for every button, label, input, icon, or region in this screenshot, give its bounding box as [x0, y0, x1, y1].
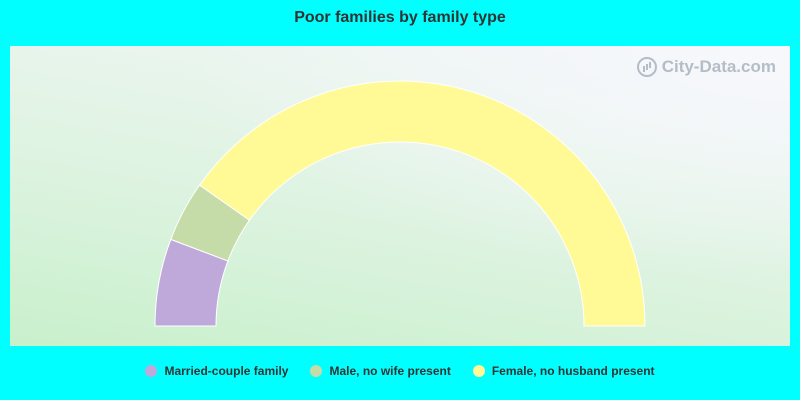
- legend-item-married-couple: Married-couple family: [145, 364, 288, 378]
- chart-title: Poor families by family type: [294, 9, 506, 26]
- slice-female-no-husband: [198, 80, 646, 327]
- legend-item-male-no-wife: Male, no wife present: [310, 364, 451, 378]
- watermark: City-Data.com: [636, 56, 776, 78]
- legend-swatch-male-no-wife: [310, 365, 323, 377]
- half-donut-chart: [154, 80, 646, 327]
- legend-swatch-married-couple: [145, 365, 158, 377]
- city-data-logo-icon: [636, 57, 657, 77]
- legend-label-female-no-husband: Female, no husband present: [491, 364, 655, 378]
- legend-label-male-no-wife: Male, no wife present: [329, 364, 451, 378]
- legend-item-female-no-husband: Female, no husband present: [472, 364, 655, 378]
- legend-label-married-couple: Married-couple family: [164, 364, 289, 378]
- legend: Married-couple family Male, no wife pres…: [0, 364, 800, 378]
- legend-swatch-female-no-husband: [472, 365, 485, 377]
- watermark-text: City-Data.com: [661, 57, 776, 76]
- plot-area: City-Data.com: [10, 46, 790, 346]
